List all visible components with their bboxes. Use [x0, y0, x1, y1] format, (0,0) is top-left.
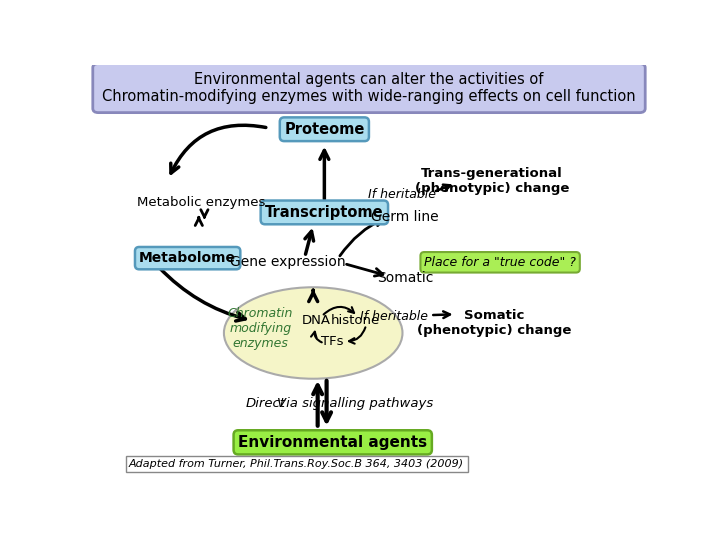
Text: Somatic: Somatic: [377, 271, 433, 285]
FancyArrowPatch shape: [323, 307, 354, 314]
Text: Trans-generational
(phenotypic) change: Trans-generational (phenotypic) change: [415, 167, 569, 195]
Text: If heritable: If heritable: [360, 310, 428, 323]
FancyArrowPatch shape: [349, 327, 365, 343]
FancyArrowPatch shape: [311, 332, 322, 342]
Text: histone: histone: [330, 314, 379, 327]
Text: Chromatin
modifying
enzymes: Chromatin modifying enzymes: [228, 307, 293, 350]
Text: Place for a "true code" ?: Place for a "true code" ?: [424, 256, 576, 269]
FancyBboxPatch shape: [93, 64, 645, 113]
Text: Transcriptome: Transcriptome: [265, 205, 384, 220]
Text: Environmental agents: Environmental agents: [238, 435, 427, 450]
Text: Gene expression: Gene expression: [230, 255, 346, 269]
Text: Proteome: Proteome: [284, 122, 364, 137]
Text: If heritable: If heritable: [369, 188, 436, 201]
Text: Metabolic enzymes: Metabolic enzymes: [138, 195, 266, 208]
Text: Metabolome: Metabolome: [139, 251, 236, 265]
Text: Somatic
(phenotypic) change: Somatic (phenotypic) change: [418, 308, 572, 336]
Text: DNA: DNA: [302, 314, 330, 327]
Ellipse shape: [224, 287, 402, 379]
Text: Germ line: Germ line: [372, 210, 439, 224]
Text: TFs: TFs: [322, 335, 344, 348]
Text: Environmental agents can alter the activities of
Chromatin-modifying enzymes wit: Environmental agents can alter the activ…: [102, 72, 636, 104]
Text: Via signalling pathways: Via signalling pathways: [277, 397, 433, 410]
Text: Adapted from Turner, Phil.Trans.Roy.Soc.B 364, 3403 (2009): Adapted from Turner, Phil.Trans.Roy.Soc.…: [129, 459, 464, 469]
Text: Direct: Direct: [246, 397, 286, 410]
